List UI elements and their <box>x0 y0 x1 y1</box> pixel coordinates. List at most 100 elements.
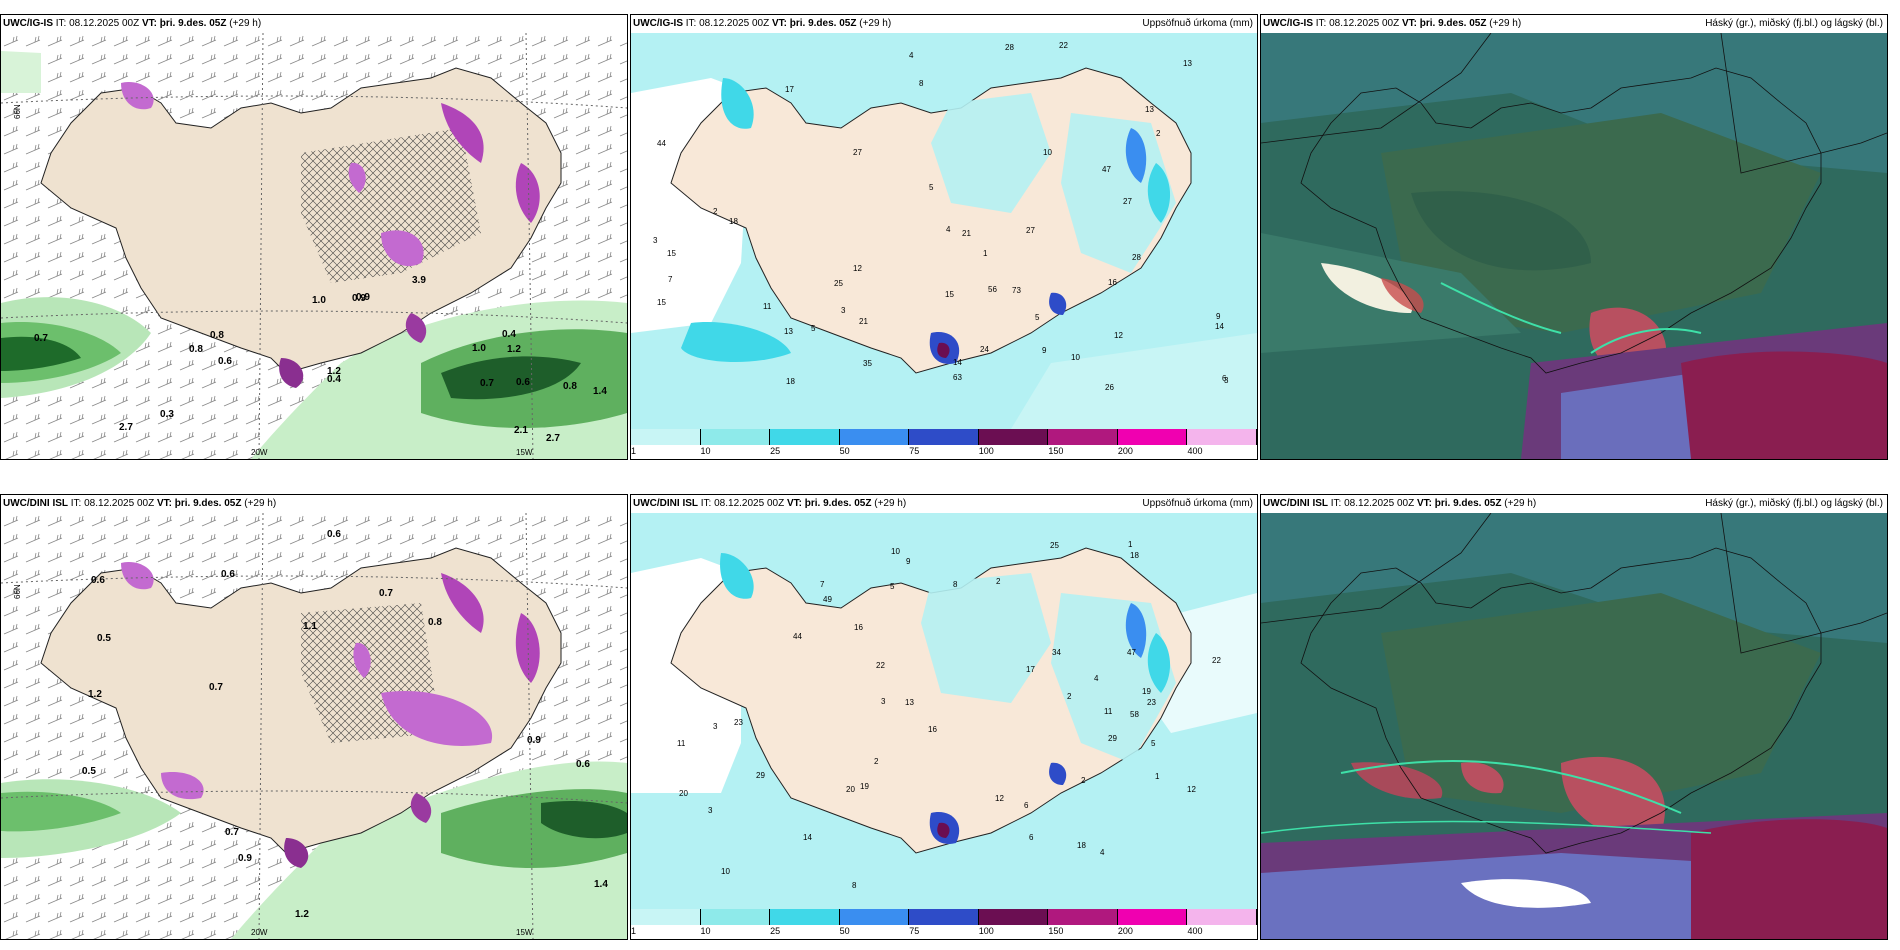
colorbar-swatch <box>700 909 771 925</box>
value-label: 0.9 <box>527 735 541 746</box>
field-title: Uppsöfnuð úrkoma (mm) <box>1142 18 1253 29</box>
value-label: 12 <box>1114 331 1123 340</box>
colorbar-swatch <box>978 429 1049 445</box>
init-time: 08.12.2025 00Z <box>69 18 140 29</box>
value-label: 23 <box>734 718 743 727</box>
value-label: 0.6 <box>218 356 232 367</box>
panel-header: UWC/IG-IS IT: 08.12.2025 00Z VT: þri. 9.… <box>1 15 627 33</box>
valid-time: þri. 9.des. 05Z <box>1419 18 1487 29</box>
value-label: 22 <box>1059 41 1068 50</box>
value-label: 1.1 <box>303 621 317 632</box>
value-label: 6 <box>1222 374 1227 383</box>
lon-label-15w: 15W <box>516 928 533 937</box>
lon-label-20w: 20W <box>251 448 268 457</box>
value-label: 6 <box>1029 833 1034 842</box>
colorbar-tick: 50 <box>839 926 850 936</box>
value-label: 14 <box>953 358 962 367</box>
value-label: 15 <box>945 290 954 299</box>
value-label: 19 <box>1142 687 1151 696</box>
it-label: IT: <box>55 18 67 29</box>
value-label: 2 <box>996 577 1001 586</box>
colorbar-swatch <box>1187 429 1257 445</box>
value-label: 0.7 <box>379 588 393 599</box>
value-label: 23 <box>1147 698 1156 707</box>
lon-label-20w: 20W <box>251 928 268 937</box>
lead-time: (+29 h) <box>859 18 892 29</box>
wind-panel-bottom: UWC/DINI ISL IT: 08.12.2025 00Z VT: þri.… <box>0 494 628 940</box>
value-label: 1.2 <box>88 689 102 700</box>
value-label: 16 <box>928 725 937 734</box>
value-label: 5 <box>1035 313 1040 322</box>
colorbar: 1 10 25 50 75 100 150 200 400 <box>631 429 1257 459</box>
value-label: 24 <box>980 345 989 354</box>
value-label: 4 <box>1100 848 1105 857</box>
colorbar-tick: 10 <box>700 446 711 456</box>
value-label: 34 <box>1052 648 1061 657</box>
it-label: IT: <box>700 498 712 509</box>
value-label: 9 <box>1216 312 1221 321</box>
value-label: 1.4 <box>593 386 607 397</box>
init-time: 08.12.2025 00Z <box>699 18 770 29</box>
valid-time: þri. 9.des. 05Z <box>804 498 872 509</box>
vt-label: VT: <box>1401 18 1417 29</box>
value-label: 12 <box>853 264 862 273</box>
panel-header: UWC/IG-IS IT: 08.12.2025 00Z VT: þri. 9.… <box>1261 15 1887 33</box>
value-label: 0.6 <box>221 569 235 580</box>
value-label: 10 <box>891 547 900 556</box>
wind-map: 66N 20W 15W 1.2 0.8 2.1 1.0 1.0 2.7 0.6 0.6 1.2 0… <box>1 33 627 459</box>
cloud-map <box>1261 513 1887 939</box>
value-label: 15 <box>657 298 666 307</box>
value-label: 0.6 <box>91 575 105 586</box>
value-label: 0.7 <box>225 827 239 838</box>
value-label: 0.7 <box>480 378 494 389</box>
panel-header: UWC/IG-IS IT: 08.12.2025 00Z VT: þri. 9.… <box>631 15 1257 33</box>
value-label: 73 <box>1012 286 1021 295</box>
vt-label: VT: <box>786 498 802 509</box>
value-label: 2.7 <box>546 433 560 444</box>
value-label: 4 <box>909 51 914 60</box>
value-label: 63 <box>953 373 962 382</box>
value-label: 8 <box>919 79 924 88</box>
it-label: IT: <box>1315 18 1327 29</box>
value-label: 3 <box>713 722 718 731</box>
colorbar-tick: 200 <box>1117 926 1133 936</box>
vt-label: VT: <box>771 18 787 29</box>
colorbar-tick: 25 <box>770 926 781 936</box>
value-label: 3 <box>1224 376 1229 385</box>
value-label: 22 <box>876 661 885 670</box>
wind-panel-top: UWC/IG-IS IT: 08.12.2025 00Z VT: þri. 9.… <box>0 14 628 460</box>
value-label: 11 <box>763 302 772 311</box>
lead-time: (+29 h) <box>1504 498 1537 509</box>
value-label: 0.9 <box>356 292 370 303</box>
panel-header: UWC/DINI ISL IT: 08.12.2025 00Z VT: þri.… <box>631 495 1257 513</box>
value-label: 7 <box>668 275 673 284</box>
lead-time: (+29 h) <box>874 498 907 509</box>
value-label: 0.3 <box>160 409 174 420</box>
value-label: 0.5 <box>82 766 96 777</box>
value-label: 27 <box>853 148 862 157</box>
vt-label: VT: <box>156 498 172 509</box>
value-label: 1.2 <box>327 366 341 377</box>
it-label: IT: <box>685 18 697 29</box>
lon-label-15w: 15W <box>516 448 533 457</box>
model-name: UWC/IG-IS <box>3 18 53 29</box>
value-label: 2 <box>1081 776 1086 785</box>
colorbar-swatch <box>770 429 840 445</box>
colorbar-tick: 75 <box>909 926 920 936</box>
value-label: 3 <box>881 697 886 706</box>
colorbar: 1 10 25 50 75 100 150 200 400 <box>631 909 1257 939</box>
value-label: 0.4 <box>502 329 516 340</box>
colorbar-tick: 150 <box>1048 446 1064 456</box>
precip-map: 9 3 5 2 16 27 9 18 10 28 21 11 12 12 22 14 26 21 8 27 15 15 10… <box>631 33 1257 429</box>
colorbar-swatch <box>631 429 701 445</box>
value-label: 49 <box>823 595 832 604</box>
field-title: Háský (gr.), miðský (fj.bl.) og lágský (… <box>1705 18 1883 29</box>
it-label: IT: <box>70 498 82 509</box>
cloud-panel-top: UWC/IG-IS IT: 08.12.2025 00Z VT: þri. 9.… <box>1260 14 1888 460</box>
value-label: 44 <box>657 139 666 148</box>
value-label: 11 <box>1104 707 1113 716</box>
value-label: 47 <box>1102 165 1111 174</box>
precip-panel-bottom: UWC/DINI ISL IT: 08.12.2025 00Z VT: þri.… <box>630 494 1258 940</box>
value-label: 14 <box>1215 322 1224 331</box>
vt-label: VT: <box>1416 498 1432 509</box>
